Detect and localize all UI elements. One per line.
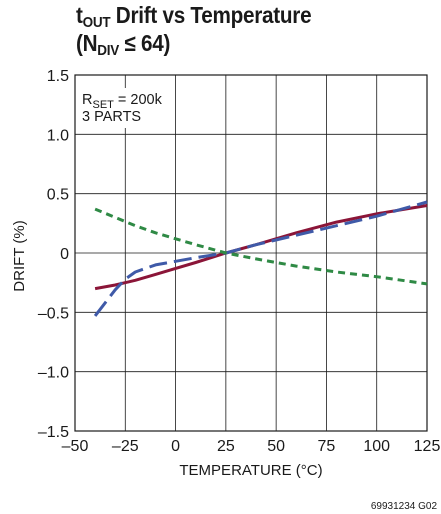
x-tick-label: 125 — [414, 438, 441, 455]
y-tick-label: 1.0 — [47, 127, 69, 144]
x-tick-label: 0 — [171, 438, 180, 455]
series-line-1 — [94, 204, 428, 291]
x-tick-label: –25 — [112, 438, 139, 455]
y-tick-label: 0.5 — [47, 187, 69, 204]
y-tick-label: –0.5 — [38, 305, 69, 322]
annotation-background — [77, 88, 160, 128]
y-tick-label: –1.0 — [38, 365, 69, 382]
x-tick-label: 100 — [363, 438, 390, 455]
x-tick-label: 25 — [217, 438, 235, 455]
title-condition: ≤ 64) — [119, 30, 171, 56]
annotation-line-2: 3 PARTS — [82, 109, 141, 125]
chart-title-line-1: tOUT Drift vs Temperature — [76, 2, 312, 31]
y-axis-title: DRIFT (%) — [11, 220, 28, 291]
x-tick-label: –50 — [62, 438, 89, 455]
title-rest: Drift vs Temperature — [110, 2, 312, 28]
x-tick-label: 75 — [318, 438, 336, 455]
y-tick-label: –1.5 — [38, 424, 69, 441]
figure-code: 69931234 G02 — [371, 501, 438, 512]
plot-frame — [74, 74, 428, 432]
x-tick-labels: –50 –25 0 25 50 75 100 125 — [62, 438, 441, 455]
series-line-2 — [93, 200, 428, 317]
y-tick-labels: –1.5 –1.0 –0.5 0 0.5 1.0 1.5 — [38, 68, 69, 441]
title-div-subscript: DIV — [97, 42, 120, 59]
title-n: (N — [76, 30, 98, 56]
title-t: t — [76, 2, 83, 28]
series-line-3 — [94, 207, 428, 286]
annotation-line-1: RSET = 200k — [82, 92, 163, 111]
annotation-set-subscript: SET — [92, 99, 114, 111]
annotation-r: R — [82, 92, 92, 108]
x-tick-label: 50 — [267, 438, 285, 455]
grid-lines — [74, 74, 428, 432]
y-tick-label: 0 — [60, 246, 69, 263]
chart-title-line-2: (NDIV ≤ 64) — [76, 30, 170, 59]
x-axis-title: TEMPERATURE (°C) — [179, 462, 322, 479]
series-lines — [93, 200, 428, 317]
y-tick-label: 1.5 — [47, 68, 69, 85]
title-out-subscript: OUT — [82, 14, 111, 31]
annotation-value: = 200k — [114, 92, 163, 108]
